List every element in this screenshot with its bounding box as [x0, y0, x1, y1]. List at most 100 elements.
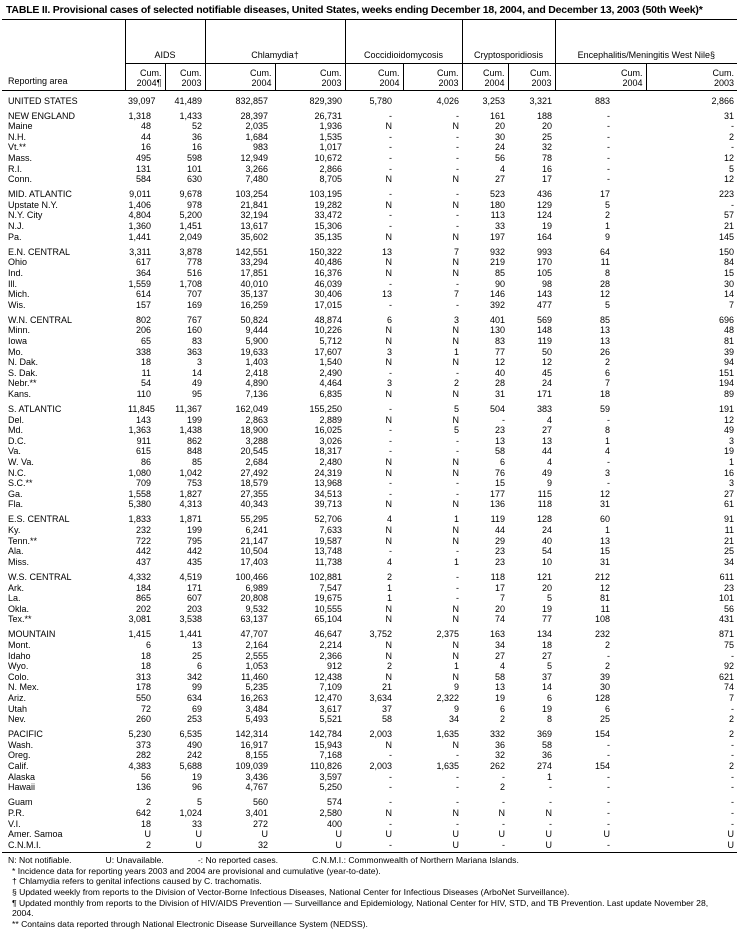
table-row: Nev. 260 253 5,493 5,521 58 34 2 8 25 2 [2, 714, 737, 725]
value-cell: N [452, 603, 460, 614]
table-row: MOUNTAIN 1,415 1,441 47,707 46,647 3,752 2,375… [2, 629, 737, 640]
value-cell: N [385, 603, 393, 614]
value-cell: 33,472 [314, 210, 343, 221]
value-cell: - [456, 435, 460, 446]
value-cell: 272 [252, 818, 269, 829]
value-cell: 14 [724, 289, 735, 300]
value-cell: 23 [495, 546, 506, 557]
value-cell: 1,406 [128, 199, 151, 210]
value-cell: 862 [186, 435, 203, 446]
reporting-area-cell: Tex.** [8, 614, 32, 625]
value-cell: 148 [536, 325, 553, 336]
value-cell: 5 [547, 593, 553, 604]
value-cell: 13 [192, 640, 203, 650]
value-cell: - [731, 121, 735, 132]
value-cell: - [389, 818, 393, 829]
value-cell: 1,017 [319, 142, 343, 153]
value-cell: 8 [605, 267, 611, 278]
group-header-cryptosporidiosis: Cryptosporidiosis [461, 19, 556, 64]
value-cell: 2,866 [711, 95, 735, 106]
value-cell: 30,406 [314, 289, 343, 300]
value-cell: 4 [605, 446, 611, 457]
group-header-coccidioidomycosis: Coccidioidomycosis [344, 19, 463, 64]
value-cell: 3 [387, 378, 393, 389]
value-cell: 767 [186, 314, 203, 325]
value-cell: 118 [537, 499, 553, 510]
table-row: Utah 72 69 3,484 3,617 37 9 6 19 6 - [2, 704, 737, 715]
value-cell: 21,841 [240, 199, 269, 210]
value-cell: 5 [605, 299, 611, 310]
value-cell: 4,026 [436, 95, 460, 106]
value-cell: 5 [197, 797, 203, 808]
value-cell: 4,804 [128, 210, 151, 221]
value-cell: - [389, 131, 393, 142]
value-cell: 124 [536, 210, 553, 221]
reporting-area-cell: D.C. [8, 435, 26, 446]
value-cell: 6 [387, 314, 393, 325]
value-cell: 13 [495, 435, 506, 446]
reporting-area-cell: MOUNTAIN [8, 629, 56, 640]
subcolumn-header-text: Cum. 2004 [621, 68, 643, 88]
value-cell: 1,684 [245, 131, 269, 142]
value-cell: N [385, 414, 393, 425]
value-cell: 160 [186, 325, 203, 336]
value-cell: 3,321 [529, 95, 553, 106]
value-cell: 2 [729, 729, 735, 740]
value-cell: - [456, 782, 460, 793]
value-cell: - [607, 174, 611, 185]
subcolumn-header-text: Cum. 2003 [320, 68, 342, 88]
value-cell: 17,851 [240, 267, 269, 278]
value-cell: 101 [718, 593, 735, 604]
value-cell: 65,104 [314, 614, 343, 625]
value-cell: 516 [186, 267, 203, 278]
value-cell: - [456, 189, 460, 200]
value-cell: 21 [724, 221, 735, 232]
value-cell: 49 [724, 425, 735, 436]
value-cell: 8 [547, 714, 553, 725]
value-cell: 5,712 [319, 335, 343, 346]
value-cell: - [389, 404, 393, 415]
value-cell: 9 [454, 703, 460, 714]
value-cell: 28,397 [240, 110, 269, 121]
subcolumn-header: Cum. 2003 [274, 63, 346, 91]
footnote: ¶ Updated monthly from reports to the Di… [12, 897, 709, 919]
value-cell: - [456, 446, 460, 457]
value-cell: 6 [500, 703, 506, 714]
value-cell: 136 [489, 499, 506, 510]
value-cell: 993 [536, 246, 553, 257]
value-cell: 442 [135, 546, 151, 557]
value-cell: 49 [192, 378, 203, 389]
value-cell: 4,383 [128, 761, 151, 772]
value-cell: 188 [536, 110, 553, 121]
value-cell: 28 [600, 278, 611, 289]
value-cell: 13,617 [240, 221, 269, 232]
reporting-area-cell: Miss. [8, 556, 29, 567]
table-row: N. Dak. 18 3 1,403 1,540 N N 12 12 2 94 [2, 357, 737, 368]
value-cell: 48,874 [314, 314, 343, 325]
value-cell: - [389, 278, 393, 289]
value-cell: 11,738 [315, 556, 343, 567]
value-cell: 3,597 [319, 771, 343, 782]
value-cell: 60 [600, 514, 611, 525]
table-title: TABLE II. Provisional cases of selected … [6, 4, 703, 16]
value-cell: - [389, 163, 393, 174]
value-cell: 96 [192, 782, 203, 793]
value-cell: 16 [140, 142, 151, 153]
value-cell: U [727, 829, 735, 840]
value-cell: - [607, 650, 611, 661]
value-cell: 4 [547, 414, 553, 425]
table-row: Wyo. 18 6 1,053 912 2 1 4 5 2 92 [2, 661, 737, 672]
value-cell: 696 [718, 314, 735, 325]
value-cell: 4,313 [179, 499, 203, 510]
reporting-area-cell: Ky. [8, 525, 21, 536]
value-cell: N [385, 199, 393, 210]
value-cell: 34 [449, 714, 460, 725]
value-cell: 18 [140, 357, 151, 368]
value-cell: 34,513 [314, 488, 343, 499]
value-cell: N [452, 257, 460, 268]
reporting-area-cell: S. ATLANTIC [8, 404, 62, 415]
value-cell: 199 [186, 525, 203, 536]
value-cell: 802 [135, 314, 151, 325]
value-cell: 91 [724, 514, 735, 525]
value-cell: 1,635 [436, 761, 460, 772]
